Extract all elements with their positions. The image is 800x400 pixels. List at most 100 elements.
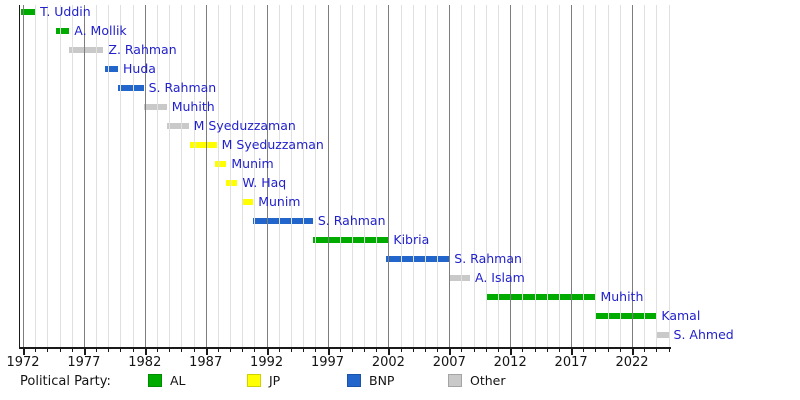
- bar-label: S. Rahman: [148, 80, 217, 95]
- axis-tick: [449, 348, 451, 355]
- axis-tick: [498, 348, 499, 352]
- gridline-minor: [108, 5, 109, 348]
- gridline-minor: [133, 5, 134, 348]
- timeline-bar: [55, 28, 70, 34]
- axis-tick: [267, 348, 269, 355]
- axis-tick: [656, 348, 657, 352]
- bar-label: Huda: [123, 61, 156, 76]
- axis-tick: [303, 348, 304, 352]
- gridline-minor: [559, 5, 560, 348]
- axis-tick: [120, 348, 121, 352]
- axis-tick: [388, 348, 390, 355]
- axis-tick-label: 1997: [310, 355, 345, 370]
- axis-tick: [364, 348, 365, 352]
- axis-tick: [47, 348, 48, 352]
- gridline-major: [23, 5, 24, 348]
- axis-tick: [340, 348, 341, 352]
- axis-tick-label: 1982: [128, 355, 162, 370]
- axis-tick: [547, 348, 548, 352]
- gridline-minor: [340, 5, 341, 348]
- axis-tick: [571, 348, 573, 355]
- axis-tick: [559, 348, 560, 352]
- gridline-minor: [583, 5, 584, 348]
- axis-tick: [230, 348, 231, 352]
- axis-tick: [644, 348, 645, 352]
- axis-tick: [169, 348, 170, 352]
- gridline-minor: [376, 5, 377, 348]
- gridline-minor: [535, 5, 536, 348]
- gridline-minor: [498, 5, 499, 348]
- axis-tick-label: 1977: [67, 355, 101, 370]
- gridline-minor: [669, 5, 670, 348]
- gridline-major: [328, 5, 329, 348]
- timeline-bar: [69, 47, 104, 53]
- axis-tick: [620, 348, 621, 352]
- axis-tick-label: 1972: [6, 355, 40, 370]
- timeline-bar: [166, 123, 189, 129]
- gridline-major: [84, 5, 85, 348]
- axis-tick: [72, 348, 73, 352]
- axis-tick: [108, 348, 109, 352]
- bar-label: A. Mollik: [74, 23, 127, 38]
- gridline-minor: [254, 5, 255, 348]
- gridline-minor: [437, 5, 438, 348]
- gridline-minor: [303, 5, 304, 348]
- timeline-bar: [385, 256, 450, 262]
- bar-label: Muhith: [600, 289, 644, 304]
- gridline-minor: [364, 5, 365, 348]
- axis-tick-label: 2007: [432, 355, 466, 370]
- gridline-minor: [352, 5, 353, 348]
- timeline-bar: [312, 237, 389, 243]
- bar-label: S. Rahman: [454, 251, 522, 266]
- gridline-minor: [218, 5, 219, 348]
- gridline-major: [571, 5, 572, 348]
- axis-tick: [669, 348, 670, 352]
- gridline-minor: [169, 5, 170, 348]
- gridline-major: [145, 5, 146, 348]
- axis-tick-label: 1987: [189, 355, 223, 370]
- axis-tick: [315, 348, 316, 352]
- axis-tick: [206, 348, 208, 355]
- axis-tick: [218, 348, 219, 352]
- gridline-major: [632, 5, 633, 348]
- gridline-major: [510, 5, 511, 348]
- gridline-minor: [181, 5, 182, 348]
- axis-tick: [328, 348, 330, 355]
- legend-title: Political Party:: [20, 374, 111, 389]
- axis-tick: [242, 348, 243, 352]
- axis-tick: [35, 348, 36, 352]
- gridline-major: [449, 5, 450, 348]
- bar-label: Kibria: [393, 232, 430, 247]
- gridline-minor: [279, 5, 280, 348]
- bar-label: Kamal: [661, 308, 701, 323]
- gridline-minor: [608, 5, 609, 348]
- gridline-minor: [72, 5, 73, 348]
- timeline-bar: [253, 218, 313, 224]
- gridline-minor: [315, 5, 316, 348]
- bar-label: S. Rahman: [317, 213, 386, 228]
- axis-tick: [194, 348, 195, 352]
- bar-label: Muhith: [171, 99, 215, 114]
- axis-tick: [84, 348, 86, 355]
- axis-tick: [474, 348, 475, 352]
- axis-tick: [157, 348, 158, 352]
- bar-label: S. Ahmed: [673, 327, 734, 342]
- bar-label: M Syeduzzaman: [221, 137, 324, 152]
- axis-tick: [145, 348, 147, 355]
- bar-label: M Syeduzzaman: [193, 118, 296, 133]
- gridline-major: [206, 5, 207, 348]
- axis-tick-label: 2017: [554, 355, 588, 370]
- timeline-bar: [595, 313, 657, 319]
- gridline-minor: [401, 5, 402, 348]
- axis-tick: [583, 348, 584, 352]
- legend-swatch-other: [448, 374, 462, 387]
- gridline-minor: [522, 5, 523, 348]
- timeline-bar: [226, 180, 238, 186]
- gridline-minor: [486, 5, 487, 348]
- gridline-minor: [644, 5, 645, 348]
- timeline-bar: [215, 161, 227, 167]
- bar-label: W. Haq: [242, 175, 287, 190]
- bar-label: Munim: [258, 194, 301, 209]
- timeline-bar: [143, 104, 167, 110]
